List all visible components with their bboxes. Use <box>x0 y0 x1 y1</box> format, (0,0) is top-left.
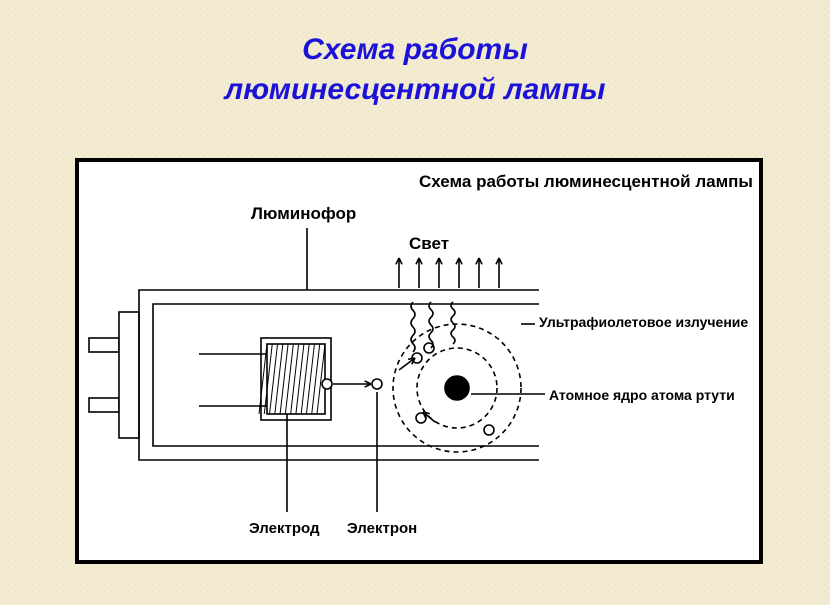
lamp-diagram <box>79 162 759 560</box>
title-line-1: Схема работы <box>0 33 830 67</box>
title-line-2: люминесцентной лампы <box>0 73 830 107</box>
diagram-panel: Схема работы люминесцентной лампы Люмино… <box>75 158 763 564</box>
